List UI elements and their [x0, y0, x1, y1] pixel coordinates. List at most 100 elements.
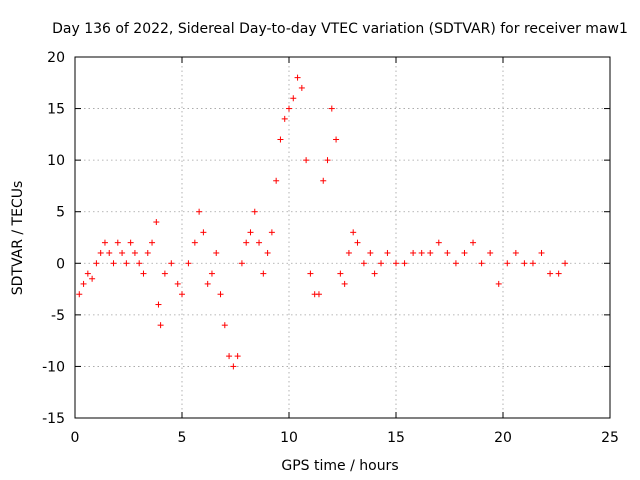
- y-tick-label: 15: [47, 102, 65, 118]
- data-point: [354, 239, 361, 246]
- y-tick-label: 10: [47, 153, 65, 169]
- x-tick-label: 20: [494, 430, 512, 446]
- data-point: [555, 270, 562, 277]
- data-point: [393, 260, 399, 267]
- data-point: [251, 208, 258, 215]
- data-point: [538, 249, 545, 256]
- data-point: [110, 260, 117, 267]
- data-point: [174, 280, 181, 287]
- data-point: [213, 249, 220, 256]
- x-tick-label: 10: [280, 430, 298, 446]
- data-point: [529, 260, 536, 267]
- data-point: [427, 249, 434, 256]
- data-point: [191, 239, 198, 246]
- grid-lines: [75, 57, 610, 418]
- data-point: [461, 249, 468, 256]
- data-point: [153, 219, 160, 226]
- data-point: [504, 260, 511, 267]
- data-point: [487, 249, 494, 256]
- data-point: [161, 270, 168, 277]
- y-tick-label: -5: [51, 308, 65, 324]
- data-point: [93, 260, 100, 267]
- axis-ticks: 0 5 10 15 20 25 -15 -10 -5 0 5 10 15 20: [42, 50, 619, 446]
- data-point: [106, 249, 113, 256]
- data-point: [136, 260, 143, 267]
- data-point: [185, 260, 192, 267]
- data-point: [495, 280, 502, 287]
- data-point: [418, 249, 425, 256]
- data-point: [452, 260, 459, 267]
- chart-title: Day 136 of 2022, Sidereal Day-to-day VTE…: [52, 21, 628, 37]
- y-tick-label: -15: [42, 411, 65, 427]
- y-tick-label: 5: [56, 205, 65, 221]
- y-tick-label: 0: [56, 256, 65, 272]
- data-point: [367, 249, 374, 256]
- data-point: [315, 291, 322, 298]
- data-point: [333, 136, 340, 143]
- data-point: [221, 322, 228, 329]
- data-point: [341, 280, 348, 287]
- data-point: [401, 260, 408, 267]
- data-point: [350, 229, 357, 236]
- data-point: [101, 239, 108, 246]
- data-point: [562, 260, 569, 267]
- data-point: [208, 270, 215, 277]
- data-point: [238, 260, 245, 267]
- data-point: [149, 239, 156, 246]
- data-point: [204, 280, 211, 287]
- y-tick-label: 20: [47, 50, 65, 66]
- data-point: [512, 249, 519, 256]
- data-point: [144, 249, 151, 256]
- data-point: [410, 249, 417, 256]
- plot-frame: [74, 56, 611, 419]
- data-point: [384, 249, 391, 256]
- data-point: [470, 239, 477, 246]
- data-point: [256, 239, 263, 246]
- data-point: [281, 115, 288, 122]
- data-point: [268, 229, 275, 236]
- data-point: [179, 291, 185, 298]
- x-tick-label: 25: [601, 430, 619, 446]
- data-points: [76, 74, 569, 370]
- data-point: [217, 291, 224, 298]
- data-point: [320, 177, 327, 184]
- x-tick-label: 5: [178, 430, 187, 446]
- y-tick-label: -10: [42, 359, 65, 375]
- data-point: [547, 270, 554, 277]
- data-point: [76, 291, 83, 298]
- data-point: [127, 239, 134, 246]
- data-point: [307, 270, 314, 277]
- data-point: [435, 239, 442, 246]
- data-point: [444, 249, 451, 256]
- data-point: [226, 353, 233, 360]
- x-axis-label: GPS time / hours: [281, 458, 398, 474]
- data-point: [168, 260, 175, 267]
- data-point: [234, 353, 241, 360]
- x-tick-label: 15: [387, 430, 405, 446]
- data-point: [140, 270, 147, 277]
- data-point: [294, 74, 301, 81]
- data-point: [324, 157, 331, 164]
- data-point: [290, 95, 297, 102]
- data-point: [80, 280, 87, 287]
- data-point: [371, 270, 378, 277]
- data-point: [155, 301, 162, 308]
- data-point: [200, 229, 207, 236]
- data-point: [157, 322, 164, 329]
- data-point: [84, 270, 91, 277]
- data-point: [378, 260, 385, 267]
- data-point: [89, 275, 96, 282]
- x-tick-label: 0: [71, 430, 80, 446]
- data-point: [286, 105, 292, 112]
- data-point: [360, 260, 367, 267]
- data-point: [264, 249, 271, 256]
- data-point: [123, 260, 130, 267]
- data-point: [260, 270, 267, 277]
- data-point: [478, 260, 485, 267]
- data-point: [247, 229, 254, 236]
- y-axis-label: SDTVAR / TECUs: [10, 181, 26, 296]
- data-point: [345, 249, 352, 256]
- data-point: [273, 177, 280, 184]
